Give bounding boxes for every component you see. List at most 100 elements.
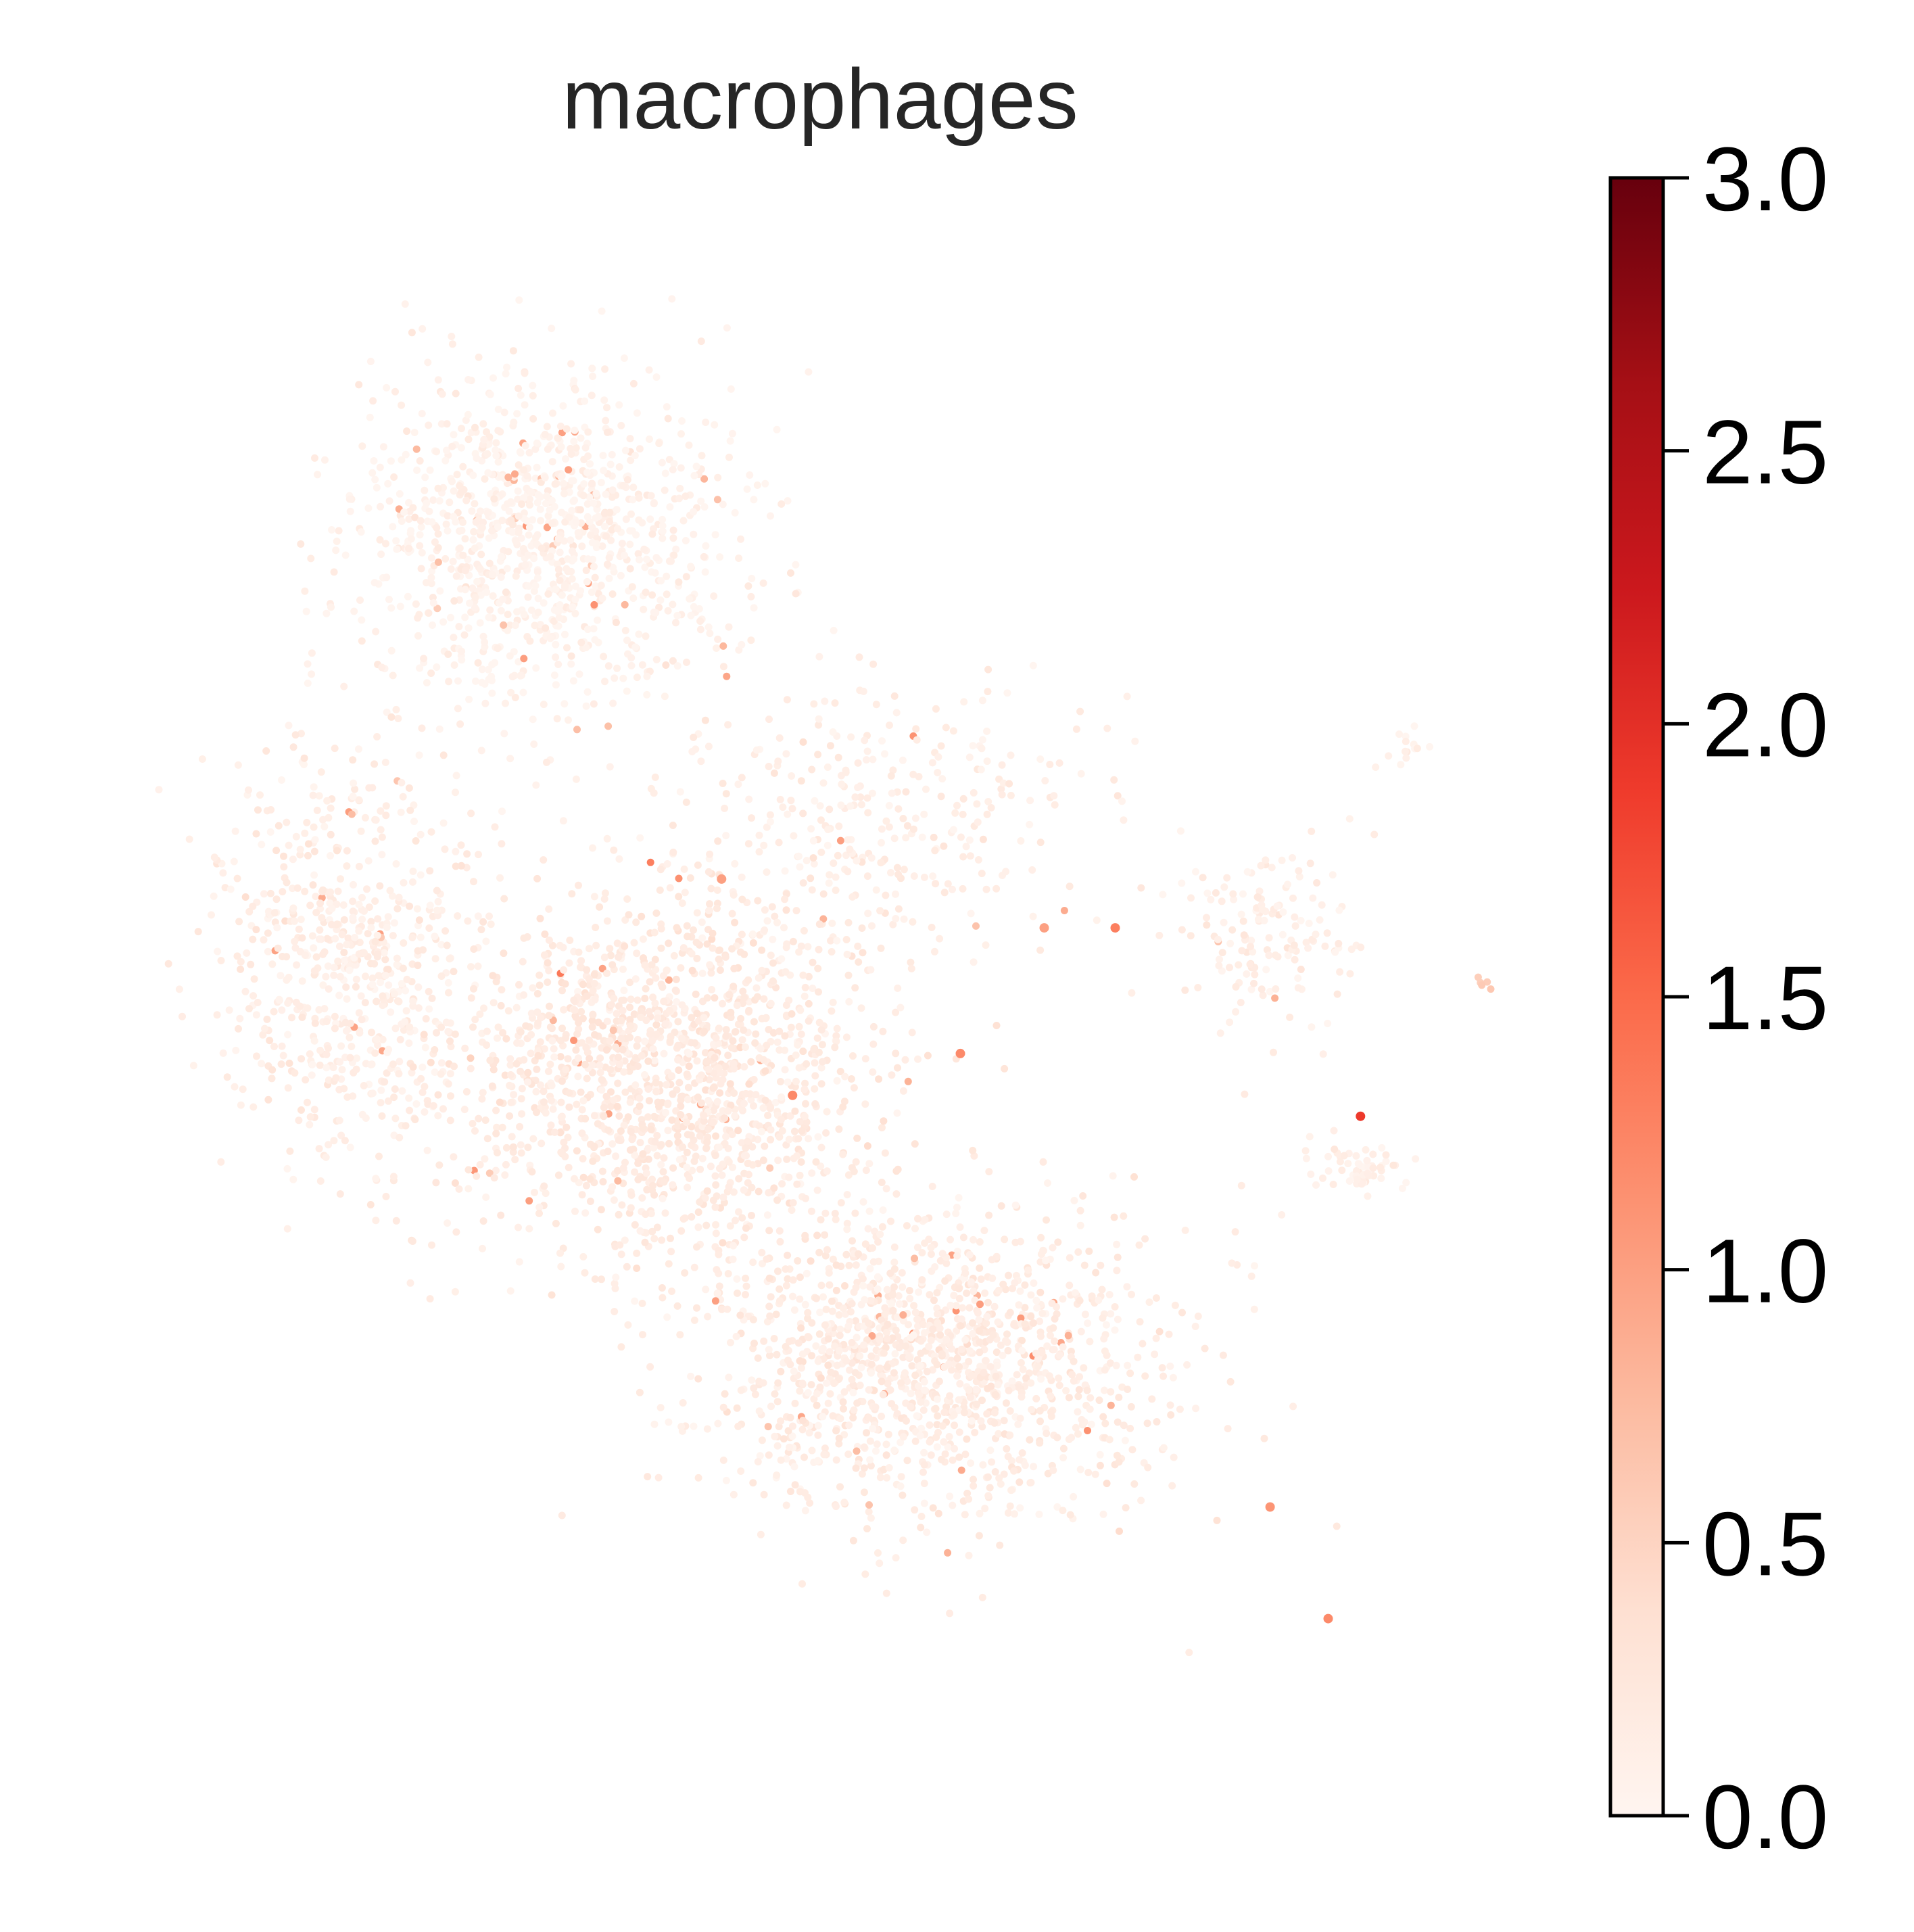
scatter-point (744, 840, 752, 848)
scatter-point (1034, 1363, 1042, 1371)
scatter-point (754, 897, 762, 905)
scatter-point (856, 1352, 864, 1360)
scatter-point (913, 1244, 922, 1252)
scatter-point (340, 949, 348, 956)
scatter-point (786, 1361, 794, 1369)
scatter-point (759, 1379, 767, 1387)
scatter-point (583, 469, 591, 477)
scatter-point (291, 731, 300, 739)
scatter-point (600, 1104, 608, 1112)
scatter-point (983, 1410, 991, 1418)
scatter-point (1084, 1319, 1092, 1327)
scatter-point (894, 984, 902, 992)
scatter-point (789, 937, 797, 945)
scatter-point (747, 1095, 755, 1104)
scatter-point (674, 1041, 682, 1050)
scatter-point (706, 850, 714, 858)
scatter-point (545, 966, 553, 974)
scatter-point (885, 801, 893, 809)
scatter-point (707, 969, 715, 977)
scatter-point (759, 1104, 767, 1112)
scatter-point (786, 1413, 794, 1421)
scatter-point (411, 1116, 419, 1123)
scatter-point (910, 872, 918, 880)
scatter-point (1099, 1510, 1107, 1518)
scatter-point (529, 392, 537, 400)
scatter-point (784, 1078, 792, 1086)
scatter-point (520, 494, 527, 502)
scatter-point (784, 497, 792, 505)
scatter-point (965, 1495, 973, 1503)
scatter-point (855, 1250, 862, 1258)
scatter-point (417, 565, 425, 573)
scatter-point (821, 1321, 829, 1329)
scatter-point (767, 818, 774, 826)
scatter-point (393, 954, 401, 962)
scatter-point (920, 1377, 928, 1386)
scatter-point (377, 1086, 385, 1094)
scatter-point (629, 379, 638, 387)
scatter-point (376, 463, 384, 471)
scatter-point (421, 1108, 429, 1116)
scatter-point (327, 830, 335, 839)
scatter-point (588, 392, 596, 400)
scatter-point (646, 978, 654, 986)
scatter-point (319, 981, 327, 989)
scatter-point (688, 966, 696, 974)
scatter-point (722, 1032, 730, 1040)
scatter-point (796, 1357, 804, 1365)
scatter-point (848, 1359, 856, 1367)
scatter-point (631, 1221, 639, 1229)
scatter-point (953, 1372, 961, 1380)
scatter-point (452, 772, 460, 780)
scatter-point (983, 727, 991, 735)
scatter-point (724, 1270, 732, 1277)
scatter-point (412, 1100, 421, 1108)
scatter-point (824, 826, 832, 834)
scatter-point (994, 1318, 1002, 1326)
scatter-point (371, 937, 379, 945)
scatter-point (396, 1058, 404, 1066)
scatter-point (477, 550, 485, 559)
scatter-point (888, 1400, 896, 1408)
scatter-point (268, 1066, 277, 1074)
scatter-point (344, 934, 352, 942)
scatter-point (245, 786, 252, 794)
scatter-point (575, 670, 583, 678)
scatter-point (450, 634, 458, 642)
scatter-point (494, 644, 502, 653)
scatter-point (569, 677, 577, 685)
scatter-point (1049, 1244, 1057, 1252)
scatter-point (690, 508, 698, 516)
scatter-point (644, 1085, 652, 1093)
scatter-point (1005, 1386, 1013, 1394)
scatter-point (387, 713, 396, 721)
scatter-point (530, 740, 538, 748)
scatter-point (416, 830, 425, 839)
scatter-point (534, 594, 542, 603)
scatter-point (863, 1429, 870, 1437)
scatter-point (1017, 1359, 1025, 1367)
scatter-point (340, 916, 348, 924)
scatter-point (647, 1210, 655, 1218)
scatter-point (336, 1058, 344, 1066)
scatter-point (504, 611, 512, 619)
scatter-point (456, 544, 464, 552)
scatter-point (760, 1490, 768, 1499)
scatter-point (770, 769, 778, 777)
scatter-point (510, 1091, 518, 1099)
scatter-point (978, 1593, 986, 1601)
scatter-point (902, 1342, 910, 1350)
scatter-point (674, 1056, 682, 1064)
scatter-point (319, 816, 327, 824)
scatter-point (341, 1018, 350, 1027)
scatter-point (748, 1183, 756, 1192)
scatter-point (489, 374, 497, 382)
scatter-point (521, 369, 529, 377)
scatter-point (819, 779, 828, 787)
scatter-point (641, 961, 649, 969)
scatter-point (673, 611, 681, 619)
scatter-point (861, 1240, 869, 1248)
scatter-point (366, 413, 374, 421)
scatter-point (620, 1121, 628, 1129)
